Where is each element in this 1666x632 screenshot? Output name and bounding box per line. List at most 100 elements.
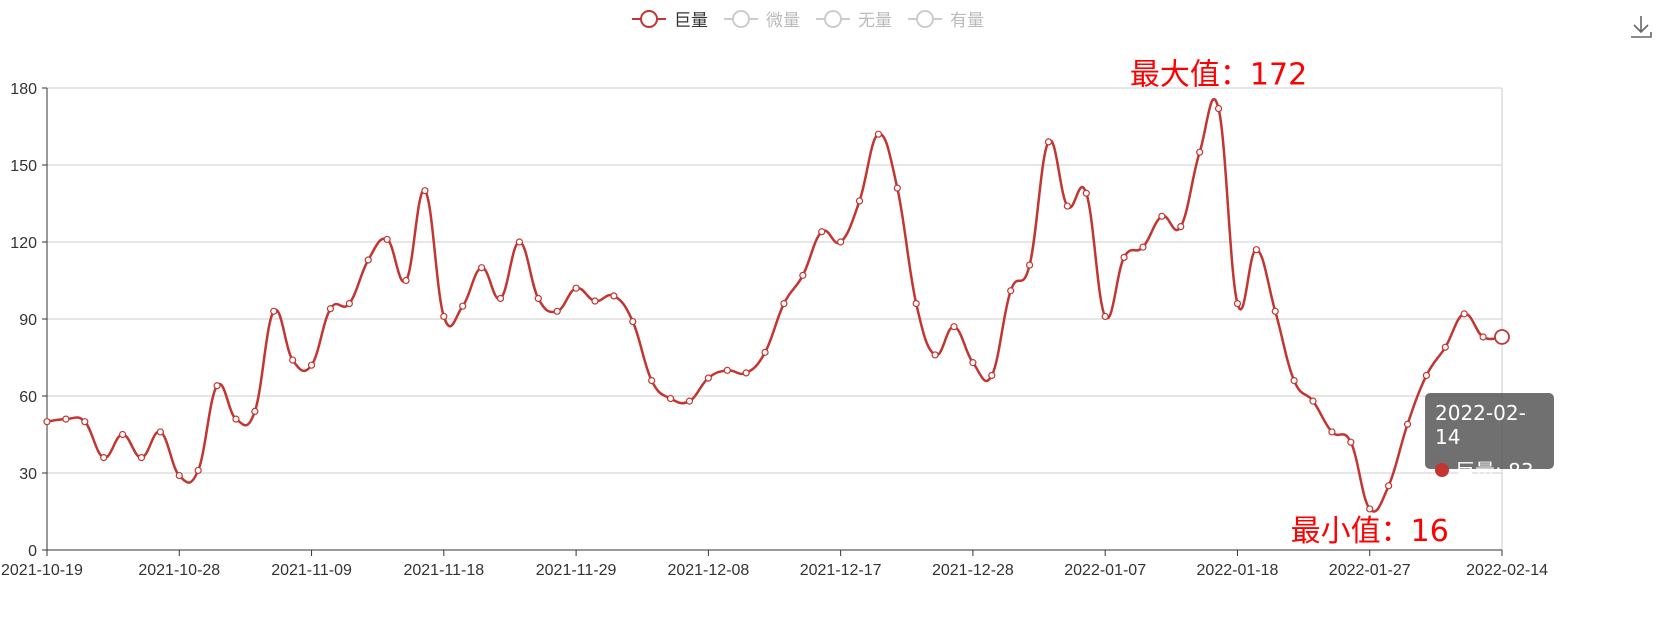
- data-point: [81, 418, 89, 426]
- data-point: [1214, 104, 1223, 113]
- data-point: [1044, 138, 1053, 146]
- data-point: [704, 374, 712, 382]
- legend-label: 巨量: [674, 11, 708, 31]
- data-point: [345, 300, 353, 308]
- x-tick-label: 2021-12-17: [800, 562, 882, 579]
- tooltip-date: 2022-02-14: [1435, 401, 1526, 449]
- data-point: [307, 361, 316, 369]
- data-point: [591, 297, 599, 305]
- tooltip-label: 巨量: 83: [1455, 459, 1534, 483]
- data-point: [496, 294, 505, 303]
- data-point: [799, 271, 807, 279]
- legend-symbol: [632, 9, 666, 28]
- data-point: [1460, 310, 1468, 318]
- data-point: [912, 300, 920, 308]
- legend-label: 微量: [766, 11, 800, 31]
- data-point: [1347, 438, 1355, 446]
- data-point: [440, 312, 448, 321]
- data-point: [988, 371, 996, 380]
- data-point: [534, 294, 542, 303]
- data-point: [1101, 312, 1109, 321]
- legend-item[interactable]: 无量: [814, 6, 892, 31]
- legend-item[interactable]: 微量: [722, 6, 800, 31]
- data-point: [156, 428, 164, 436]
- data-point: [1063, 202, 1071, 210]
- data-point: [1233, 300, 1242, 308]
- data-point: [1177, 223, 1185, 231]
- data-point: [194, 466, 202, 475]
- data-point: [383, 235, 391, 244]
- data-point: [232, 415, 240, 423]
- x-tick-label: 2021-11-09: [271, 562, 352, 579]
- data-point: [685, 397, 694, 405]
- data-point: [572, 284, 580, 292]
- data-point: [761, 348, 769, 356]
- data-point: [931, 351, 939, 359]
- data-point: [515, 238, 524, 246]
- legend-symbol: [816, 9, 850, 28]
- data-point: [893, 184, 901, 192]
- data-point: [1403, 420, 1412, 428]
- data-point: [1422, 371, 1431, 380]
- x-tick-label: 2021-12-08: [667, 562, 749, 579]
- data-point: [950, 323, 958, 331]
- data-point: [1366, 505, 1374, 513]
- legend-symbol: [724, 9, 758, 28]
- y-tick-label: 180: [10, 81, 37, 98]
- data-point: [1290, 377, 1298, 385]
- data-point: [43, 418, 51, 426]
- series-line: [46, 98, 1503, 513]
- min-annotation: 最小值：16: [1291, 514, 1449, 549]
- y-tick-label: 30: [19, 466, 37, 483]
- data-point: [100, 454, 108, 462]
- data-point: [780, 300, 788, 308]
- data-point: [874, 130, 883, 138]
- data-point: [1120, 253, 1128, 261]
- data-point: [62, 415, 70, 423]
- y-tick-label: 0: [28, 543, 37, 560]
- data-point: [1082, 189, 1090, 197]
- legend-item[interactable]: 有量: [906, 6, 984, 31]
- y-tick-label: 150: [10, 158, 37, 175]
- data-point: [1479, 333, 1487, 341]
- data-point: [289, 356, 297, 364]
- data-point: [421, 187, 429, 195]
- data-point: [1139, 243, 1147, 251]
- legend-label: 无量: [858, 11, 892, 31]
- highlighted-point: [1494, 329, 1510, 345]
- y-tick-label: 90: [19, 312, 37, 329]
- x-tick-label: 2022-01-27: [1329, 562, 1411, 579]
- data-point: [969, 359, 977, 367]
- legend-item[interactable]: 巨量: [630, 6, 708, 31]
- data-point: [364, 256, 372, 264]
- legend-label: 有量: [950, 11, 984, 31]
- data-point: [1328, 428, 1336, 436]
- y-tick-label: 60: [19, 389, 37, 406]
- data-point: [175, 471, 183, 480]
- data-point: [459, 302, 467, 310]
- data-point: [402, 276, 410, 285]
- data-point: [137, 454, 146, 462]
- data-point: [610, 292, 618, 300]
- data-point: [648, 377, 656, 385]
- x-tick-label: 2021-10-19: [1, 562, 83, 579]
- data-point: [1385, 482, 1393, 490]
- x-tick-label: 2022-01-18: [1197, 562, 1279, 579]
- data-point: [1309, 397, 1317, 405]
- max-annotation: 最大值：172: [1130, 58, 1307, 93]
- data-point: [1158, 212, 1166, 220]
- data-point: [837, 238, 845, 246]
- tooltip-series-dot: [1435, 462, 1449, 477]
- data-point: [666, 394, 675, 403]
- data-point: [1441, 343, 1449, 351]
- download-button[interactable]: [1626, 12, 1656, 42]
- tooltip: 2022-02-14 巨量: 83: [1425, 393, 1554, 483]
- x-tick-label: 2022-02-14: [1466, 562, 1548, 579]
- data-point: [723, 366, 731, 374]
- x-tick-label: 2022-01-07: [1064, 562, 1146, 579]
- x-tick-label: 2021-10-28: [138, 562, 220, 579]
- x-tick-label: 2021-12-28: [932, 562, 1014, 579]
- data-point: [1196, 148, 1204, 156]
- data-point: [855, 197, 864, 205]
